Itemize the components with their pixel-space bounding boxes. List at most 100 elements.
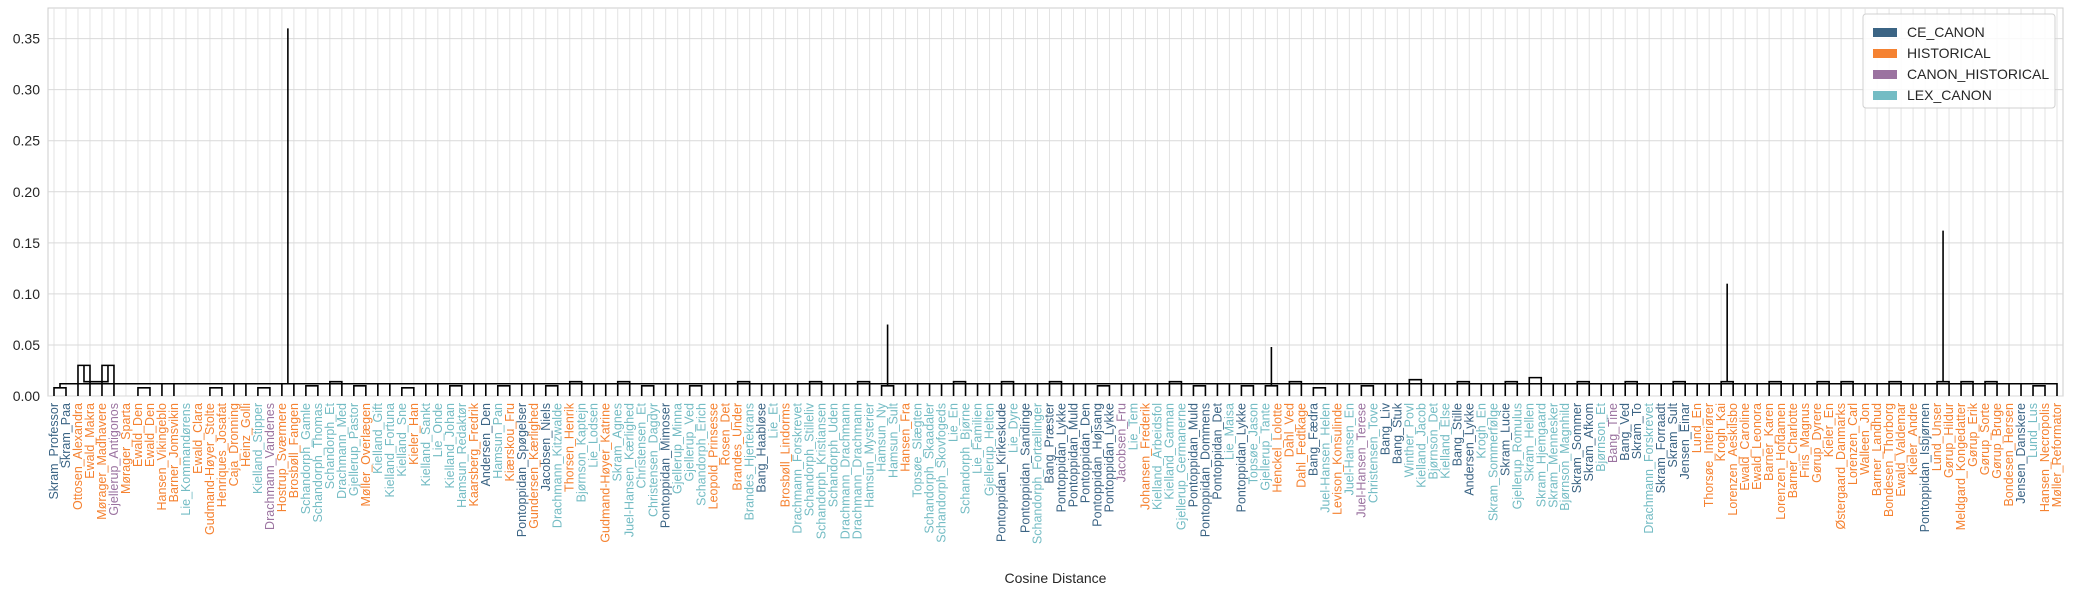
leaf-label: Hansen_Vikingeblo bbox=[155, 403, 169, 511]
leaf-label: Hamsun_Ny bbox=[875, 402, 889, 472]
leaf-label: Barner_Charlotte bbox=[1786, 403, 1800, 498]
dendrogram-link bbox=[257, 387, 271, 396]
dendrogram-link bbox=[856, 380, 871, 396]
leaf-label: Drachmann_Med bbox=[335, 403, 349, 499]
leaf-label: Drachmann_Drachmann bbox=[851, 403, 865, 539]
leaf-label: Lorenzen_Hofdamen bbox=[1774, 403, 1788, 520]
leaf-label: Rosen_Det bbox=[719, 402, 733, 465]
leaf-label: Kielland_Johan bbox=[443, 403, 457, 489]
leaf-label: Gudmand-Høyer_Stolte bbox=[203, 403, 217, 535]
leaf-label: Juel-Hansen_Kærlighed bbox=[623, 403, 637, 537]
dendrogram-link bbox=[688, 384, 703, 396]
dendrogram-link bbox=[568, 380, 583, 396]
leaf-label: Juel-Hansen_Terese bbox=[1354, 403, 1368, 518]
leaf-label: Dahl_Ved bbox=[1282, 403, 1296, 457]
leaf-label: Kielland_Sne bbox=[395, 403, 409, 477]
leaf-label: Kieler_En bbox=[1822, 403, 1836, 457]
leaf-label: Kiærskou_Fru bbox=[503, 403, 517, 482]
dendrogram-links bbox=[53, 28, 2058, 396]
leaf-label: Kielland_Jacob bbox=[1414, 403, 1428, 488]
leaf-label: Skram_Hellen bbox=[1522, 403, 1536, 482]
dendrogram-link bbox=[1000, 380, 1015, 396]
leaf-label: Østergaard_Danmarks bbox=[1834, 403, 1848, 529]
dendrogram-link bbox=[1576, 380, 1591, 396]
leaf-label: Christensen_Et bbox=[635, 402, 649, 488]
dendrogram-link bbox=[83, 365, 109, 383]
leaf-label: Kielland_Else bbox=[1438, 403, 1452, 479]
dendrogram-link bbox=[209, 387, 223, 396]
leaf-label: Drachmann_Forskrevet bbox=[791, 402, 805, 533]
dendrogram-link bbox=[1048, 380, 1063, 396]
leaf-label: Lund_Lus bbox=[2026, 403, 2040, 458]
leaf-label: Bang_Ved bbox=[1618, 403, 1632, 461]
leaf-label: Hamsun_Sult bbox=[887, 402, 901, 478]
leaf-label: Brandes_Under bbox=[731, 403, 745, 491]
leaf-label: Gjellerup_Tante bbox=[1258, 403, 1272, 491]
leaf-label: Kaarsberg_Fredrik bbox=[467, 402, 481, 506]
leaf-label: Winther_Povl bbox=[1402, 403, 1416, 477]
leaf-label: Hamsun_Pan bbox=[491, 403, 505, 479]
dendrogram-link bbox=[329, 380, 343, 396]
leaf-label: Møller_Overlægen bbox=[359, 403, 373, 507]
y-tick-label: 0.35 bbox=[13, 31, 40, 47]
leaf-label: Mørager_Sparta bbox=[119, 403, 133, 494]
leaf-label: Ewald_Caroline bbox=[1738, 403, 1752, 491]
leaf-label: Ottosen_Alexandra bbox=[71, 403, 85, 510]
leaf-label: Brosbøll_Lindorms bbox=[779, 403, 793, 507]
dendrogram-link bbox=[53, 387, 67, 396]
leaf-label: Skram_Sommer bbox=[1570, 403, 1584, 493]
leaf-label: Schandorph_Skovfogeds bbox=[935, 403, 949, 543]
leaf-label: Bang_Tine bbox=[1606, 403, 1620, 463]
leaf-label: Juel-Hansen_Helen bbox=[1318, 403, 1332, 513]
leaf-label: Skram_Professor bbox=[47, 403, 61, 500]
y-axis: 0.00 0.05 0.10 0.15 0.20 0.25 0.30 0.35 bbox=[13, 31, 40, 404]
leaf-label: Schandorph_Bjørne bbox=[959, 403, 973, 514]
leaf-label: Meldgard_Kongedatter bbox=[1954, 403, 1968, 530]
leaf-label: Pontoppidan_Muld bbox=[1066, 403, 1080, 507]
leaf-label: Ewald_Makra bbox=[83, 403, 97, 479]
leaf-label: Thorsen_Henrik bbox=[563, 402, 577, 492]
leaf-label: Schandorph_Thomas bbox=[311, 403, 325, 523]
dendrogram-link bbox=[616, 380, 631, 396]
leaf-label: Lie_Maisa bbox=[1222, 403, 1236, 460]
leaf-label: Kielland_Stipper bbox=[251, 403, 265, 494]
leaf-label: Johansen_Frederik bbox=[1138, 402, 1152, 510]
dendrogram-link bbox=[101, 364, 115, 396]
legend-swatch bbox=[1873, 28, 1897, 37]
leaf-label: Drachmann_Forskrevet bbox=[1642, 402, 1656, 533]
leaf-label: Drachmann_Vandenes bbox=[263, 403, 277, 530]
leaf-label: Thorsøe_Interiører bbox=[1702, 403, 1716, 507]
leaf-label: Bondesen_Hersen bbox=[2002, 403, 2016, 507]
leaf-label: Lie_Onde bbox=[431, 403, 445, 457]
leaf-label: Bondesen_Thorborg bbox=[1882, 403, 1896, 517]
dendrogram-link bbox=[1816, 380, 1830, 396]
leaf-label: Andersen_Lykke bbox=[1462, 403, 1476, 496]
leaf-label: Lie_Et bbox=[767, 402, 781, 438]
dendrogram-link bbox=[1408, 378, 1423, 396]
dendrogram-link bbox=[305, 384, 319, 396]
leaf-label: Schandorph_Fortællinger bbox=[1031, 403, 1045, 544]
leaf-label: Kieler_Han bbox=[407, 403, 421, 465]
y-tick-label: 0.05 bbox=[13, 337, 40, 353]
dendrogram-link bbox=[544, 384, 559, 396]
leaf-label: Schandorph_Skaadaler bbox=[923, 403, 937, 534]
dendrogram-link bbox=[2032, 384, 2046, 396]
leaf-label: Pontoppidan_Isbjørnen bbox=[1918, 403, 1932, 532]
leaf-label: Brosbøll_Fangen bbox=[287, 403, 301, 498]
dendrogram-link bbox=[1312, 387, 1327, 396]
leaf-label: Kielland_Sankt bbox=[419, 402, 433, 486]
dendrogram-link bbox=[1960, 380, 1974, 396]
leaf-label: Gørup_Erik bbox=[1966, 402, 1980, 467]
dendrogram-link bbox=[59, 382, 2058, 396]
dendrogram-link bbox=[401, 387, 415, 396]
leaf-label: Lund_En bbox=[1690, 403, 1704, 453]
leaf-label: Kielland_Fortuna bbox=[383, 403, 397, 498]
dendrogram-link bbox=[353, 384, 367, 396]
leaf-label: Lorenzen_Aeskilsbo bbox=[1726, 403, 1740, 516]
dendrogram-link bbox=[1624, 380, 1639, 396]
leaf-label: Krogh_En bbox=[1474, 403, 1488, 459]
leaf-label: Topsøe_Jason bbox=[1246, 403, 1260, 484]
dendrogram-link bbox=[1672, 380, 1686, 396]
leaf-label: Kielland_Garman bbox=[1162, 403, 1176, 500]
